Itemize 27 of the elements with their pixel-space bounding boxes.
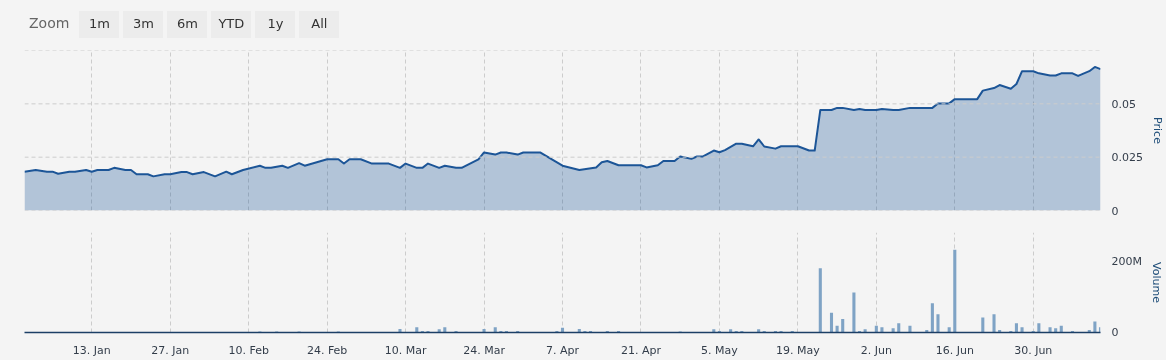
x-tick-label: 19. May xyxy=(776,343,821,357)
x-tick-label: 27. Jan xyxy=(151,343,190,357)
x-tick-label: 21. Apr xyxy=(620,343,662,357)
text: All xyxy=(299,11,340,38)
x-tick-label: 5. May xyxy=(701,343,739,357)
x-tick-label: 30. Jun xyxy=(1014,343,1053,357)
x-tick-label: 10. Mar xyxy=(384,343,427,357)
y-tick-label: 0.05 xyxy=(1111,97,1136,111)
y-axis-title: Price xyxy=(1150,117,1164,145)
y-tick-label: 0.025 xyxy=(1111,151,1143,165)
x-tick-label: 24. Mar xyxy=(463,343,506,357)
x-tick-label: 16. Jun xyxy=(935,343,974,357)
x-tick-label: 2. Jun xyxy=(860,343,892,357)
y-axis-title: Volume xyxy=(1149,262,1163,304)
x-tick-label: 10. Feb xyxy=(228,343,269,357)
y-tick-label: 0 xyxy=(1111,326,1119,339)
text: 1y xyxy=(255,11,296,38)
x-tick-label: 7. Apr xyxy=(545,343,580,357)
text: YTD xyxy=(211,11,252,38)
text: 1m xyxy=(79,11,120,38)
text: 3m xyxy=(123,11,164,38)
x-tick-label: 24. Feb xyxy=(306,343,348,357)
x-tick-label: 13. Jan xyxy=(72,343,111,357)
text: Zoom xyxy=(29,15,70,31)
y-tick-label: 200M xyxy=(1111,254,1142,268)
text: 6m xyxy=(167,11,208,38)
y-tick-label: 0 xyxy=(1111,204,1119,218)
